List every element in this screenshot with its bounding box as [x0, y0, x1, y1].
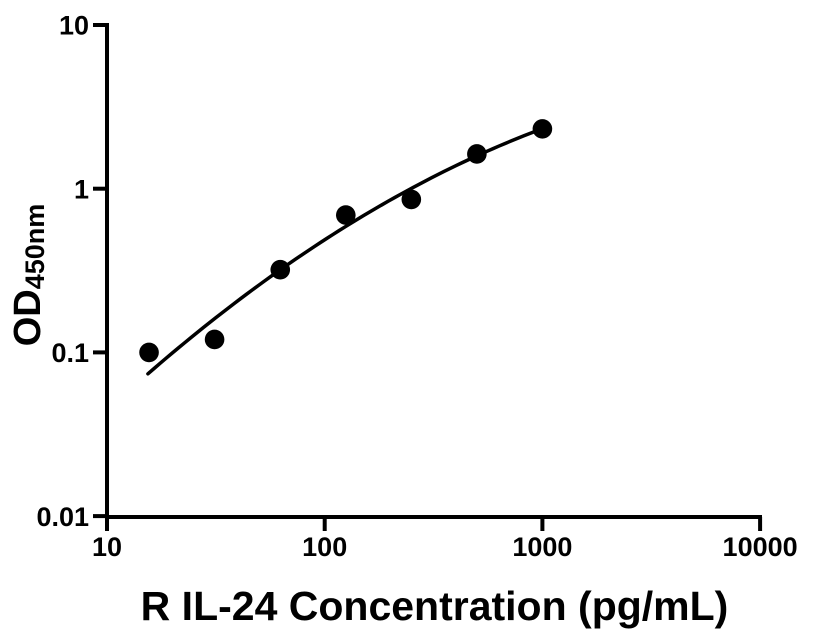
- data-point: [270, 259, 291, 280]
- x-tick-label: 100: [302, 532, 347, 562]
- x-tick-label: 1000: [512, 532, 572, 562]
- data-point: [401, 189, 422, 210]
- y-tick-label: 0.01: [36, 502, 89, 532]
- y-axis-title-subscript: 450nm: [20, 203, 50, 290]
- data-point: [336, 205, 356, 225]
- data-point: [139, 342, 159, 363]
- x-tick-label: 10: [92, 532, 122, 562]
- axes-spines: [105, 23, 762, 519]
- y-axis-title-main: OD: [7, 289, 49, 347]
- data-point: [467, 144, 487, 164]
- y-axis-title: OD450nm: [5, 190, 51, 360]
- y-tick-label: 1: [74, 174, 89, 204]
- y-tick-label: 0.1: [51, 338, 89, 368]
- data-point: [204, 329, 225, 350]
- x-tick-label: 10000: [723, 532, 798, 562]
- data-point: [532, 119, 553, 139]
- x-axis-title: R IL-24 Concentration (pg/mL): [140, 583, 729, 629]
- y-tick-label: 10: [59, 11, 89, 41]
